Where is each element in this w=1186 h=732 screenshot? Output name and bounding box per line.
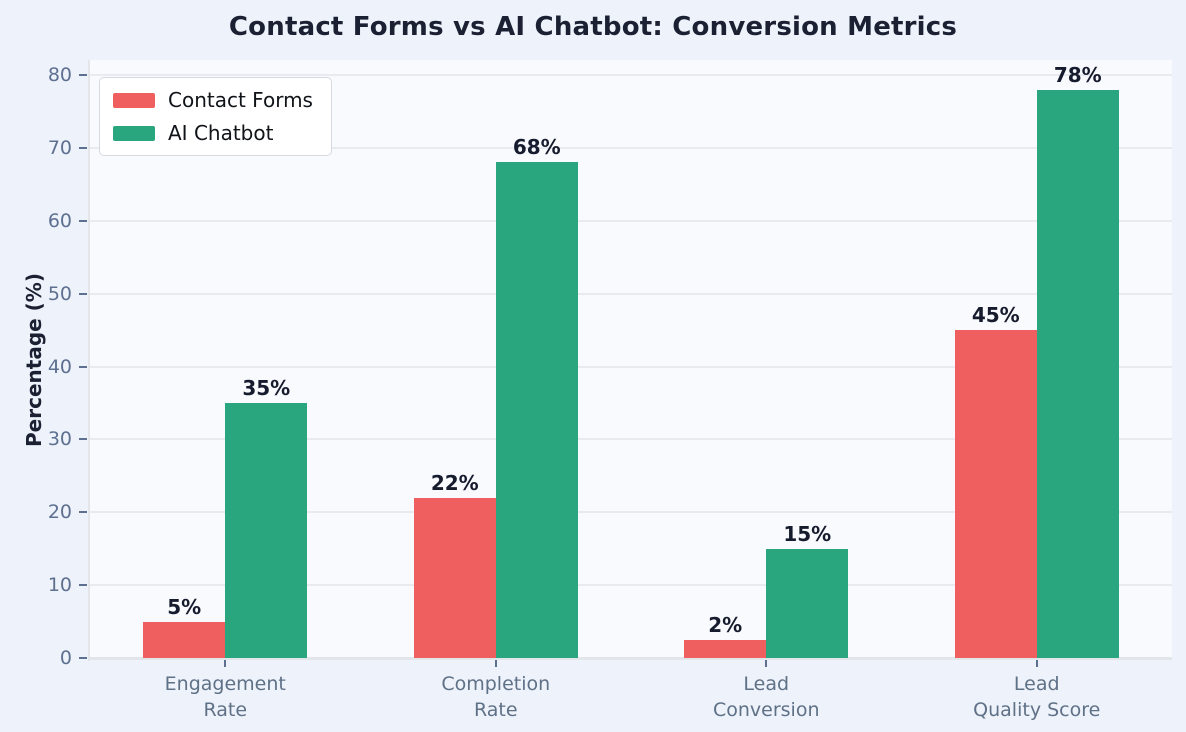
value-label-contact-forms-lead-conversion: 2%: [708, 612, 743, 637]
bar-ai-chatbot-lead-conversion: [766, 548, 849, 658]
y-tick-label-50: 50: [47, 282, 72, 305]
legend-item-ai-chatbot: AI Chatbot: [113, 121, 313, 145]
bar-contact-forms-lead-quality-score: [954, 330, 1037, 658]
y-tick-10: [79, 584, 87, 587]
bar-contact-forms-engagement-rate: [143, 621, 226, 658]
y-tick-label-0: 0: [59, 647, 72, 669]
x-tick-completion-rate: [494, 660, 497, 667]
gridline-60: [90, 219, 1172, 222]
y-tick-0: [79, 657, 87, 659]
bar-ai-chatbot-lead-quality-score: [1036, 89, 1119, 658]
bar-ai-chatbot-engagement-rate: [225, 402, 308, 658]
bar-contact-forms-lead-conversion: [684, 639, 767, 658]
gridline-10: [90, 584, 1172, 587]
y-tick-label-20: 20: [47, 501, 72, 524]
y-tick-20: [79, 511, 87, 514]
x-tick-engagement-rate: [224, 660, 227, 667]
legend-label-contact-forms: Contact Forms: [168, 88, 313, 112]
legend-item-contact-forms: Contact Forms: [113, 88, 313, 112]
gridline-80: [90, 74, 1172, 76]
y-tick-label-60: 60: [47, 209, 72, 232]
legend: Contact Forms AI Chatbot: [99, 77, 332, 156]
legend-swatch-ai-chatbot: [113, 125, 155, 141]
y-tick-label-80: 80: [47, 64, 72, 86]
y-tick-label-70: 70: [47, 136, 72, 159]
value-label-contact-forms-completion-rate: 22%: [430, 470, 479, 495]
x-tick-label-engagement-rate: Engagement Rate: [164, 673, 286, 721]
x-tick-lead-conversion: [765, 660, 768, 667]
legend-swatch-contact-forms: [113, 92, 155, 108]
x-tick-label-lead-conversion: Lead Conversion: [712, 673, 820, 721]
gridline-70: [90, 146, 1172, 149]
bar-contact-forms-completion-rate: [413, 497, 496, 658]
y-tick-60: [79, 219, 87, 222]
gridline-30: [90, 438, 1172, 441]
y-tick-label-40: 40: [47, 355, 72, 378]
value-label-ai-chatbot-engagement-rate: 35%: [242, 375, 291, 400]
gridline-20: [90, 511, 1172, 514]
value-label-contact-forms-lead-quality-score: 45%: [971, 303, 1020, 328]
y-tick-40: [79, 365, 87, 368]
x-tick-label-lead-quality-score: Lead Quality Score: [973, 673, 1101, 721]
value-label-ai-chatbot-lead-conversion: 15%: [783, 521, 832, 546]
value-label-ai-chatbot-lead-quality-score: 78%: [1053, 62, 1102, 87]
x-tick-label-completion-rate: Completion Rate: [441, 673, 551, 721]
y-tick-30: [79, 438, 87, 441]
y-tick-label-30: 30: [47, 428, 72, 451]
y-tick-80: [79, 74, 87, 76]
value-label-ai-chatbot-completion-rate: 68%: [512, 135, 561, 160]
y-axis-spine: [88, 60, 90, 661]
y-tick-label-10: 10: [47, 574, 72, 597]
plot-area: Contact Forms AI Chatbot 0 10 20 30 40 50 60 70 8…: [48, 60, 1172, 721]
y-tick-70: [79, 146, 87, 149]
x-tick-lead-quality-score: [1035, 660, 1038, 667]
bar-ai-chatbot-completion-rate: [495, 162, 578, 658]
gridline-40: [90, 365, 1172, 368]
chart-title: Contact Forms vs AI Chatbot: Conversion …: [228, 12, 958, 42]
legend-label-ai-chatbot: AI Chatbot: [168, 121, 274, 145]
value-label-contact-forms-engagement-rate: 5%: [167, 594, 202, 619]
x-axis-spine: [88, 657, 1172, 660]
y-tick-50: [79, 292, 87, 295]
gridline-50: [90, 292, 1172, 295]
